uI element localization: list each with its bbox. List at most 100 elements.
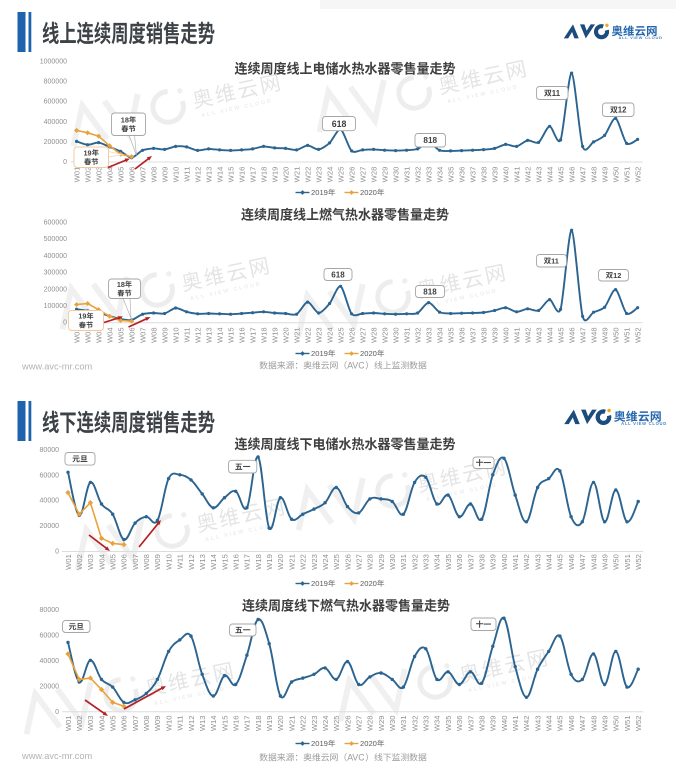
svg-text:W26: W26 [347,327,356,343]
svg-text:W11: W11 [182,327,191,342]
svg-text:618: 618 [331,270,345,279]
svg-text:80000: 80000 [40,607,60,614]
svg-text:W51: W51 [622,167,631,183]
svg-text:W42: W42 [523,327,532,343]
svg-text:W40: W40 [501,167,510,183]
svg-text:W07: W07 [138,167,147,183]
svg-text:W33: W33 [422,554,431,570]
svg-text:W16: W16 [237,327,246,343]
svg-text:W11: W11 [176,716,185,731]
svg-text:818: 818 [423,136,437,145]
svg-text:W27: W27 [355,554,364,570]
svg-text:W03: W03 [94,167,103,183]
svg-text:W34: W34 [435,167,444,183]
svg-text:12: 12 [618,106,627,115]
svg-text:W48: W48 [589,327,598,343]
svg-text:0: 0 [63,320,67,327]
svg-text:W45: W45 [556,167,565,183]
svg-text:www.avc-mr.com: www.avc-mr.com [21,362,93,372]
svg-text:W45: W45 [556,327,565,343]
svg-text:W46: W46 [567,554,576,570]
svg-text:W52: W52 [633,167,642,183]
svg-text:W06: W06 [120,716,129,732]
svg-text:W26: W26 [343,716,352,732]
svg-text:W51: W51 [623,554,632,570]
svg-text:W13: W13 [198,716,207,732]
svg-text:W29: W29 [380,327,389,343]
svg-text:W44: W44 [545,554,554,570]
svg-text:W05: W05 [116,167,125,183]
svg-text:W14: W14 [215,167,224,183]
svg-text:W14: W14 [209,554,218,570]
svg-text:W47: W47 [578,167,587,183]
svg-text:W09: W09 [153,554,162,570]
svg-text:W17: W17 [248,327,257,343]
svg-text:W20: W20 [281,167,290,183]
svg-text:W21: W21 [287,716,296,732]
svg-text:W42: W42 [523,167,532,183]
svg-text:11: 11 [552,89,561,98]
svg-text:2019: 2019 [311,188,328,197]
svg-text:W47: W47 [578,716,587,732]
svg-text:W46: W46 [567,327,576,343]
svg-text:W25: W25 [336,167,345,183]
svg-text:W03: W03 [94,327,103,343]
svg-text:W10: W10 [171,327,180,343]
svg-text:W18: W18 [259,167,268,183]
svg-text:W20: W20 [281,327,290,343]
svg-text:20000: 20000 [40,683,60,690]
svg-text:W08: W08 [142,716,151,732]
svg-text:W41: W41 [512,167,521,183]
svg-text:W16: W16 [232,716,241,732]
svg-text:W17: W17 [243,554,252,570]
svg-text:W36: W36 [457,167,466,183]
svg-text:W25: W25 [336,327,345,343]
svg-text:60000: 60000 [40,472,60,479]
svg-text:W05: W05 [109,554,118,570]
svg-text:W52: W52 [634,716,643,732]
svg-text:618: 618 [332,119,347,129]
svg-text:W32: W32 [410,554,419,570]
svg-text:W40: W40 [501,327,510,343]
svg-text:W33: W33 [424,167,433,183]
svg-text:W24: W24 [325,327,334,343]
svg-text:W47: W47 [578,554,587,570]
svg-text:W04: W04 [97,716,106,732]
svg-text:W36: W36 [455,716,464,732]
svg-text:W35: W35 [444,716,453,732]
svg-text:W31: W31 [399,716,408,732]
svg-text:W43: W43 [533,716,542,732]
svg-text:W04: W04 [105,327,114,343]
svg-text:100000: 100000 [44,303,67,310]
svg-text:W21: W21 [292,327,301,343]
svg-text:W48: W48 [589,554,598,570]
svg-text:W48: W48 [589,716,598,732]
svg-text:40000: 40000 [40,498,60,505]
svg-text:W26: W26 [343,554,352,570]
svg-text:W41: W41 [512,327,521,343]
svg-text:W05: W05 [116,327,125,343]
svg-text:W50: W50 [612,554,621,570]
svg-text:W15: W15 [220,716,229,732]
svg-text:W37: W37 [468,327,477,343]
svg-text:1000000: 1000000 [40,59,67,66]
svg-text:W38: W38 [478,554,487,570]
svg-text:W34: W34 [433,716,442,732]
svg-text:W21: W21 [292,167,301,183]
svg-text:W37: W37 [466,716,475,732]
svg-text:W11: W11 [182,167,191,182]
svg-text:W45: W45 [556,716,565,732]
svg-text:W42: W42 [522,716,531,732]
svg-text:W39: W39 [490,167,499,183]
svg-text:W32: W32 [413,167,422,183]
svg-text:2020: 2020 [360,739,377,748]
svg-text:500000: 500000 [44,236,67,243]
svg-text:W34: W34 [433,554,442,570]
svg-text:W14: W14 [209,716,218,732]
svg-text:18: 18 [117,280,125,289]
svg-text:W24: W24 [321,716,330,732]
svg-text:W10: W10 [171,167,180,183]
svg-text:W18: W18 [254,554,263,570]
svg-text:W07: W07 [131,554,140,570]
svg-text:2020: 2020 [360,349,377,358]
